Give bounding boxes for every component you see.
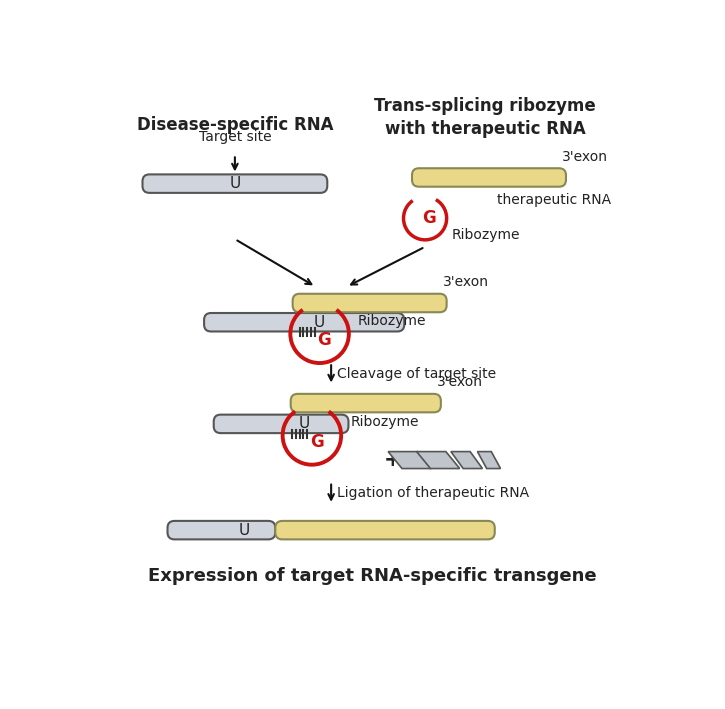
FancyBboxPatch shape: [276, 521, 494, 540]
Text: G: G: [422, 209, 436, 228]
Text: G: G: [310, 432, 323, 451]
Polygon shape: [451, 452, 482, 469]
Text: U: U: [239, 523, 250, 537]
Text: Expression of target RNA-specific transgene: Expression of target RNA-specific transg…: [148, 566, 596, 584]
Text: U: U: [299, 416, 310, 431]
Text: therapeutic RNA: therapeutic RNA: [497, 193, 610, 207]
FancyBboxPatch shape: [167, 521, 276, 540]
Text: 3'exon: 3'exon: [443, 275, 489, 289]
Text: +: +: [384, 450, 402, 470]
Text: Cleavage of target site: Cleavage of target site: [337, 367, 497, 381]
Text: G: G: [318, 331, 331, 349]
FancyBboxPatch shape: [204, 313, 405, 332]
Polygon shape: [417, 452, 460, 469]
Text: Disease-specific RNA: Disease-specific RNA: [136, 116, 333, 134]
Polygon shape: [478, 452, 500, 469]
Polygon shape: [388, 452, 431, 469]
FancyBboxPatch shape: [291, 394, 441, 413]
FancyBboxPatch shape: [293, 294, 447, 312]
FancyBboxPatch shape: [143, 174, 327, 193]
Text: Ribozyme: Ribozyme: [452, 228, 521, 242]
Text: U: U: [229, 176, 241, 191]
Text: U: U: [314, 315, 326, 330]
FancyBboxPatch shape: [214, 415, 349, 433]
Text: 3'exon: 3'exon: [437, 375, 484, 389]
Text: Ribozyme: Ribozyme: [350, 415, 419, 430]
Text: 3'exon: 3'exon: [562, 150, 608, 164]
Text: Trans-splicing ribozyme
with therapeutic RNA: Trans-splicing ribozyme with therapeutic…: [374, 96, 596, 138]
Text: Ribozyme: Ribozyme: [358, 313, 426, 328]
FancyBboxPatch shape: [412, 168, 566, 186]
Text: Ligation of therapeutic RNA: Ligation of therapeutic RNA: [337, 486, 529, 500]
Text: Target site: Target site: [199, 130, 271, 144]
